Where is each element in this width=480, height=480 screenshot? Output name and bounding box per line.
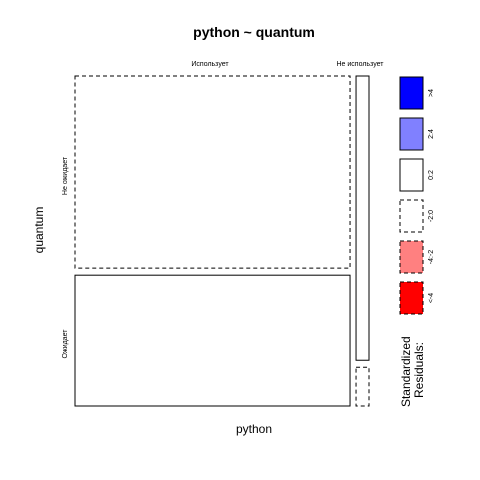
legend-swatch-5	[399, 240, 424, 274]
residuals-legend: >4 2:4 0:2 -2:0 -4:-2 <-4	[399, 76, 435, 315]
legend-swatch-1	[399, 76, 424, 110]
x-category-label-2: Не использует	[337, 61, 385, 68]
legend-label-2: 2:4	[428, 129, 435, 139]
y-category-label-2: Ожидает	[62, 329, 69, 359]
legend-label-5: -4:-2	[428, 250, 435, 265]
legend-swatch-3	[399, 158, 424, 192]
y-axis-label: quantum	[32, 207, 46, 254]
y-category-label-1: Не ожидает	[62, 156, 69, 195]
legend-title-line-1: Standardized	[399, 336, 413, 407]
legend-swatch-6	[399, 281, 424, 315]
legend-title-line-2: Residuals:	[412, 342, 426, 398]
legend-swatch-4	[399, 199, 424, 233]
mosaic-cell-1-2	[74, 274, 351, 407]
mosaic-cells	[74, 75, 370, 407]
x-axis-label: python	[236, 422, 272, 436]
mosaic-cell-2-1	[355, 75, 370, 361]
chart-title: python ~ quantum	[193, 24, 315, 40]
legend-label-1: >4	[428, 89, 435, 97]
x-category-label-1: Использует	[191, 61, 229, 68]
mosaic-cell-2-2	[355, 366, 370, 407]
legend-label-3: 0:2	[428, 170, 435, 180]
mosaic-cell-1-1	[74, 75, 351, 269]
legend-title: Standardized Residuals:	[399, 333, 426, 407]
legend-label-4: -2:0	[428, 210, 435, 222]
legend-swatch-2	[399, 117, 424, 151]
legend-label-6: <-4	[428, 293, 435, 303]
